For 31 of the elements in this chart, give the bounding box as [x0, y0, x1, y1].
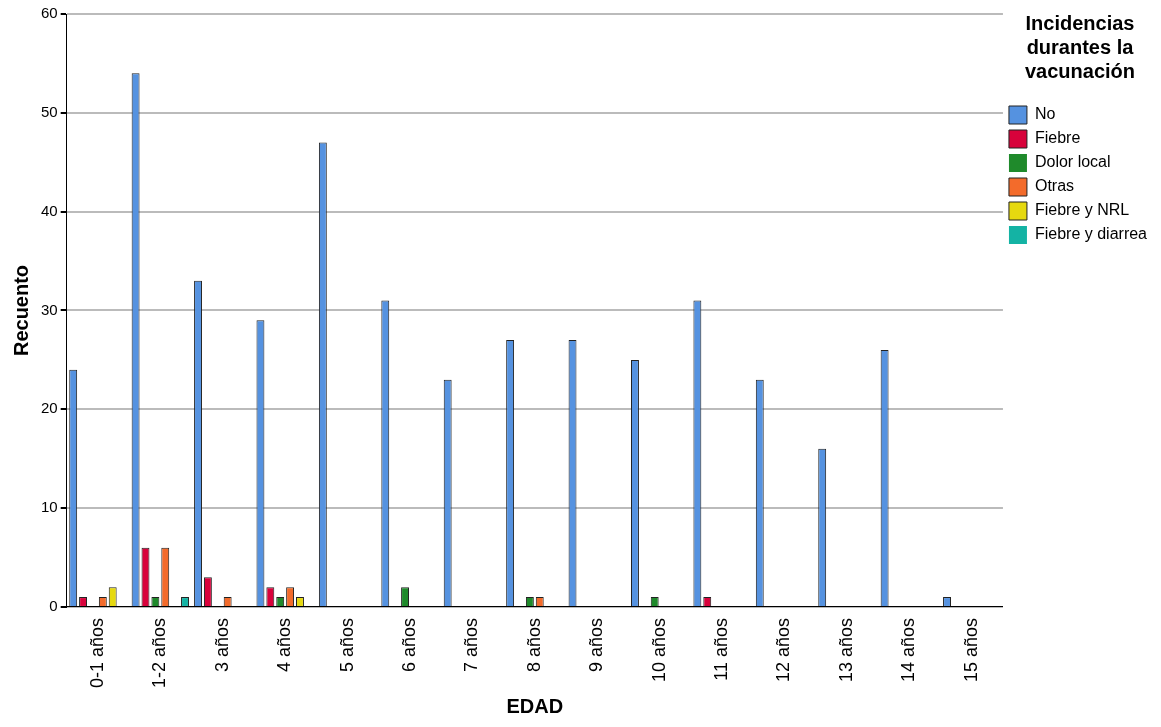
y-tick-label: 30: [41, 300, 58, 318]
y-tick-label: 40: [41, 201, 58, 219]
legend-label: Fiebre y diarrea: [1034, 225, 1148, 243]
legend-label: No: [1034, 105, 1056, 123]
x-tick-label: 10 años: [648, 617, 669, 683]
x-tick-label: 6 años: [398, 617, 419, 672]
x-tick-label: 3 años: [211, 617, 232, 672]
legend-label: Fiebre: [1034, 129, 1081, 147]
x-tick-label: 0-1 años: [86, 617, 107, 689]
y-tick-label: 60: [41, 4, 58, 22]
legend-label: Dolor local: [1034, 153, 1111, 171]
x-tick-label: 11 años: [711, 617, 732, 681]
x-tick-label: 13 años: [835, 617, 856, 683]
x-tick-label: 7 años: [461, 617, 482, 672]
x-tick-label: 15 años: [960, 617, 981, 683]
y-axis-title: Recuento: [9, 264, 32, 357]
y-tick-label: 0: [49, 597, 58, 615]
x-tick-label: 14 años: [898, 617, 919, 683]
legend-label: Fiebre y NRL: [1034, 201, 1130, 219]
x-tick-label: 4 años: [274, 617, 295, 672]
legend-title: Incidencias durantes la vacunación: [1024, 11, 1135, 82]
x-tick-label: 5 años: [336, 617, 357, 672]
x-axis-title: EDAD: [506, 694, 564, 717]
x-tick-label: 8 años: [523, 617, 544, 672]
x-tick-label: 9 años: [586, 617, 607, 672]
legend-label: Otras: [1034, 177, 1075, 195]
y-tick-label: 50: [41, 102, 58, 120]
y-tick-label: 20: [41, 399, 58, 417]
x-tick-label: 1-2 años: [149, 617, 170, 689]
x-tick-label: 12 años: [773, 617, 794, 683]
y-tick-label: 10: [41, 498, 58, 516]
